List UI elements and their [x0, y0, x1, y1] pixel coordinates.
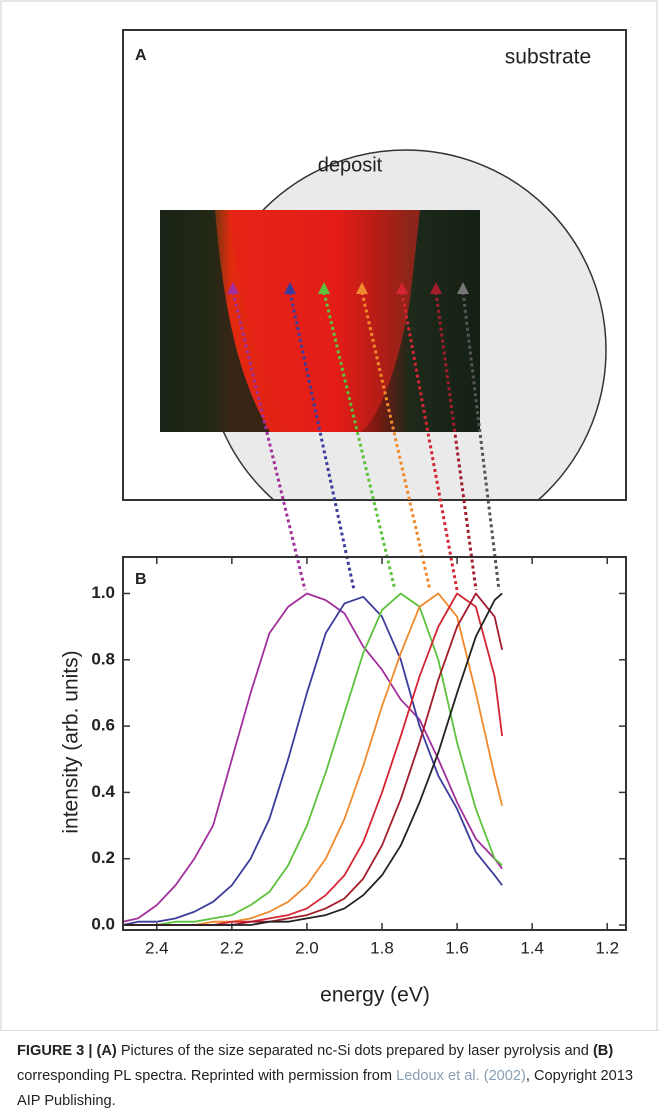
substrate-label: substrate — [505, 46, 591, 69]
plot-frame — [122, 556, 627, 931]
figure-border — [0, 0, 658, 1030]
x-tick-label: 1.4 — [520, 938, 544, 957]
x-tick-label: 1.8 — [370, 938, 394, 957]
x-tick-label: 1.6 — [445, 938, 469, 957]
series-line — [123, 592, 503, 926]
x-tick-label: 2.4 — [145, 938, 169, 957]
y-tick-label: 0.0 — [91, 915, 115, 934]
photo-glow — [230, 210, 420, 432]
x-axis-label: energy (eV) — [320, 984, 430, 1007]
series-line — [122, 592, 503, 923]
caption-text: Pictures of the size separated nc-Si dot… — [116, 1043, 593, 1059]
arrows — [231, 291, 501, 591]
caption-text: (B) — [592, 1043, 614, 1059]
panel-label: B — [135, 571, 147, 588]
panel-label: A — [135, 47, 147, 64]
caption-text: corresponding PL spectra. Reprinted with… — [17, 1068, 397, 1084]
y-axis-label: intensity (arb. units) — [60, 650, 83, 833]
caption-text: FIGURE 3 | (A) — [17, 1043, 117, 1059]
figure: A substrate deposit 2.4 2.2 2.0 1.8 1.6 1.4 1.… — [0, 0, 658, 1030]
caption-link[interactable]: Ledoux et al. (2002) — [396, 1068, 526, 1084]
deposit-label: deposit — [318, 154, 383, 176]
x-tick-label: 1.2 — [595, 938, 619, 957]
caption-text: , Copyright 2013 AIP Publishing. — [17, 1068, 633, 1109]
y-tick-label: 0.6 — [91, 716, 115, 735]
caption: FIGURE 3 | (A) Pictures of the size sepa… — [0, 1030, 659, 1109]
plot: 2.4 2.2 2.0 1.8 1.6 1.4 1.2 0.0 0.2 0.4 0.6 0.8 1.0 — [91, 557, 626, 957]
y-tick-label: 0.2 — [91, 848, 115, 867]
y-tick-label: 1.0 — [91, 583, 115, 602]
x-tick-label: 2.0 — [295, 938, 319, 957]
series-line — [123, 592, 504, 926]
series-line — [123, 592, 503, 926]
x-tick-label: 2.2 — [220, 938, 244, 957]
series-line — [123, 592, 504, 926]
y-tick-label: 0.4 — [91, 782, 115, 801]
arrow-heads — [227, 282, 469, 294]
series-line — [122, 595, 503, 926]
series-line — [123, 592, 503, 926]
photo-shadow — [160, 210, 270, 432]
y-tick-label: 0.8 — [91, 649, 115, 668]
